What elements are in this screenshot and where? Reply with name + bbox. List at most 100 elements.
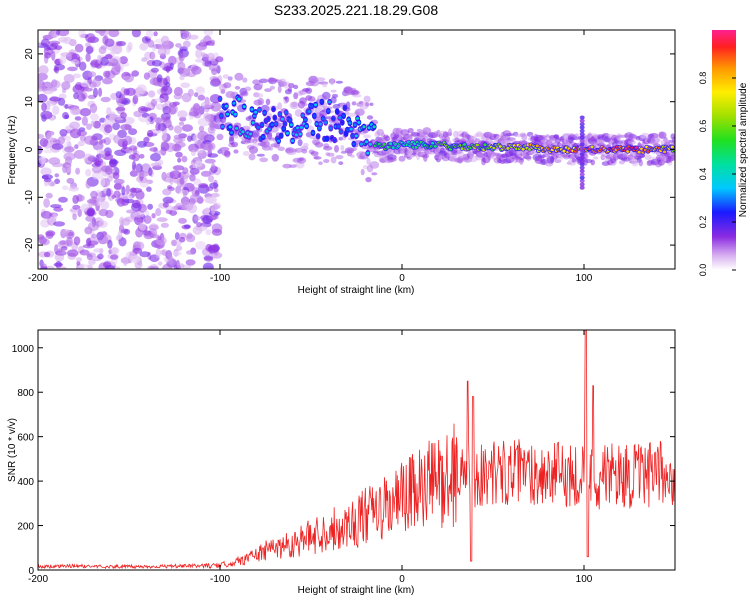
- heatmap-halo-cell: [629, 139, 635, 143]
- heatmap-noise-cell: [38, 93, 48, 103]
- heatmap-halo-cell: [310, 151, 319, 156]
- heatmap-noise-cell: [51, 79, 58, 88]
- heatmap-noise-cell: [78, 263, 88, 269]
- heatmap-ridge-cell: [254, 110, 258, 114]
- heatmap-halo-cell: [627, 140, 637, 145]
- heatmap-noise-cell: [155, 208, 162, 217]
- heatmap-noise-cell: [86, 199, 98, 204]
- heatmap-noise-cell: [122, 75, 132, 81]
- heatmap-noise-cell: [58, 196, 68, 203]
- heatmap-halo-cell: [366, 157, 371, 165]
- heatmap-halo-cell: [335, 80, 344, 84]
- heatmap-ridge-cell: [353, 123, 357, 127]
- heatmap-noise-cell: [157, 235, 162, 241]
- heatmap-noise-cell: [151, 213, 156, 219]
- heatmap-halo-cell: [638, 159, 643, 167]
- heatmap-halo-cell: [371, 172, 378, 176]
- heatmap-halo-cell: [287, 87, 293, 92]
- heatmap-halo-cell: [670, 153, 675, 159]
- heatmap-noise-cell: [115, 96, 121, 104]
- heatmap-x-tick-label: 0: [399, 273, 405, 284]
- heatmap-y-ticks: -20 -10 0 10 20: [24, 48, 675, 252]
- heatmap-noise-cell: [169, 176, 174, 185]
- heatmap-halo-cell: [330, 89, 337, 93]
- heatmap-ridge-cell: [321, 117, 325, 121]
- heatmap-halo-cell: [448, 128, 452, 137]
- heatmap-noise-cell: [201, 101, 212, 109]
- heatmap-halo-cell: [296, 157, 307, 164]
- heatmap-halo-cell: [323, 159, 330, 163]
- heatmap-halo-cell: [574, 133, 580, 141]
- heatmap-noise-cell: [156, 217, 168, 222]
- heatmap-noise-cell: [57, 30, 70, 37]
- heatmap-ridge-cell: [219, 114, 223, 118]
- heatmap-noise-cell: [173, 93, 183, 100]
- heatmap-ridge-cell: [335, 110, 339, 113]
- heatmap-y-tick-label: -10: [24, 190, 35, 205]
- heatmap-halo-cell: [365, 102, 370, 107]
- heatmap-noise-cell: [197, 117, 210, 127]
- heatmap-halo-cell: [423, 154, 428, 162]
- heatmap-noise-cell: [58, 93, 67, 100]
- heatmap-noise-cell: [191, 149, 196, 157]
- heatmap-noise-cell: [157, 261, 163, 266]
- heatmap-noise-cell: [207, 125, 216, 134]
- heatmap-noise-cell: [38, 83, 46, 92]
- heatmap-noise-cell: [48, 31, 54, 39]
- heatmap-noise-cell: [87, 155, 97, 162]
- heatmap-spike-cell: [579, 132, 585, 137]
- heatmap-noise-cell: [97, 253, 104, 260]
- heatmap-noise-cell: [120, 112, 127, 119]
- heatmap-noise-cell: [113, 183, 122, 190]
- heatmap-noise-cell: [127, 41, 133, 51]
- heatmap-ridge-cell: [316, 134, 320, 138]
- heatmap-ridge-cell: [274, 122, 278, 126]
- heatmap-noise-cell: [53, 206, 64, 212]
- heatmap-noise-cell: [189, 193, 202, 203]
- heatmap-noise-cell: [203, 141, 216, 152]
- heatmap-noise-cell: [146, 129, 154, 138]
- heatmap-noise-cell: [108, 30, 120, 38]
- heatmap-noise-cell: [211, 205, 216, 216]
- heatmap-noise-cell: [204, 207, 210, 213]
- heatmap-ridge-cell: [288, 118, 292, 122]
- heatmap-noise-cell: [154, 97, 165, 103]
- heatmap-ridge-cell: [226, 112, 230, 116]
- heatmap-noise-cell: [193, 178, 202, 186]
- heatmap-halo-cell: [329, 77, 335, 86]
- snr-x-tick-label: -100: [210, 574, 230, 585]
- heatmap-halo-cell: [259, 157, 269, 163]
- heatmap-spike-cell: [579, 138, 585, 143]
- heatmap-noise-cell: [195, 86, 205, 93]
- heatmap-halo-cell: [323, 146, 333, 151]
- heatmap-spike-cell: [579, 152, 585, 157]
- heatmap-noise-cell: [58, 37, 68, 42]
- heatmap-halo-cell: [255, 93, 264, 98]
- heatmap-noise-cell: [63, 152, 76, 161]
- heatmap-halo-cell: [315, 77, 326, 82]
- heatmap-noise-cell: [131, 70, 139, 77]
- heatmap-noise-cell: [75, 257, 83, 262]
- heatmap-halo-cell: [456, 149, 464, 157]
- heatmap-ridge-cell: [364, 140, 369, 144]
- heatmap-noise-cell: [131, 152, 140, 162]
- heatmap-halo-cell: [363, 95, 371, 103]
- heatmap-noise-cell: [54, 173, 60, 178]
- heatmap-ridge-cell: [312, 114, 316, 118]
- heatmap-x-label: Height of straight line (km): [298, 285, 415, 296]
- heatmap-halo-cell: [360, 168, 365, 176]
- heatmap-noise-cell: [102, 35, 109, 45]
- heatmap-noise-cell: [181, 155, 188, 163]
- heatmap-noise-cell: [66, 177, 75, 184]
- colorbar-label: Normalized spectral amplitude: [738, 82, 749, 217]
- heatmap-noise-cell: [85, 46, 94, 55]
- heatmap-spike-cell: [579, 128, 585, 133]
- heatmap-noise-cell: [147, 203, 154, 210]
- heatmap-ridge-cell: [342, 114, 346, 118]
- heatmap-noise-cell: [200, 170, 212, 177]
- heatmap-noise-cell: [131, 202, 142, 212]
- heatmap-noise-cell: [172, 251, 182, 256]
- heatmap-halo-cell: [667, 162, 673, 166]
- heatmap-ridge-cell: [352, 142, 356, 146]
